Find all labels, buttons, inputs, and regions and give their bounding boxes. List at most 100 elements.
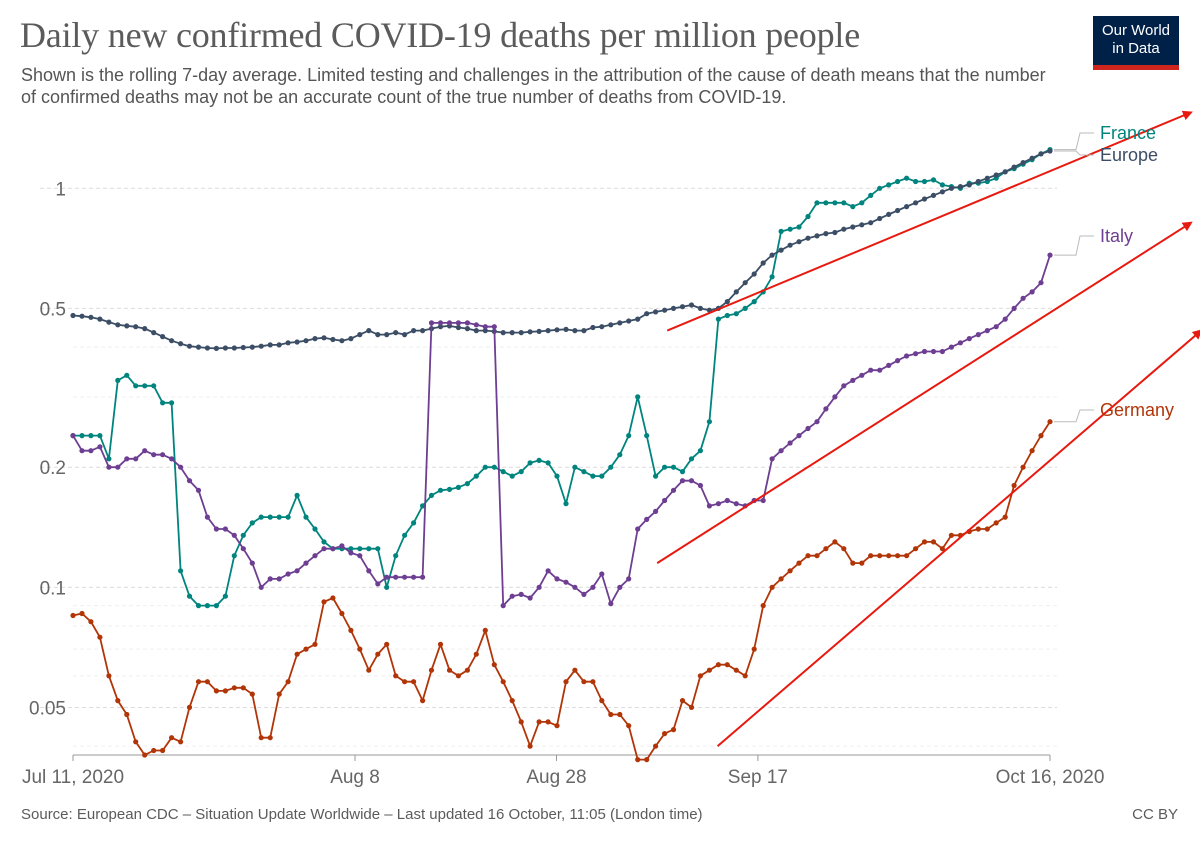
data-point	[249, 691, 255, 697]
source-note[interactable]: Source: European CDC – Situation Update …	[21, 806, 703, 823]
data-point	[321, 546, 327, 552]
data-point	[240, 532, 246, 538]
data-point	[984, 526, 990, 532]
data-point	[921, 178, 928, 185]
data-point	[581, 469, 587, 475]
data-point	[420, 503, 426, 509]
data-point	[1002, 316, 1008, 322]
data-point	[267, 514, 273, 520]
data-point	[850, 224, 856, 230]
data-point	[303, 514, 309, 520]
data-point	[1020, 295, 1026, 301]
data-point	[617, 320, 623, 326]
data-point	[285, 571, 291, 577]
data-point	[850, 204, 856, 210]
data-point	[402, 332, 408, 338]
data-point	[895, 178, 901, 185]
data-point	[276, 691, 282, 697]
data-point	[617, 452, 623, 458]
data-point	[832, 200, 838, 206]
data-point	[742, 673, 748, 679]
data-point	[554, 576, 560, 582]
data-point	[733, 311, 739, 317]
data-point	[411, 679, 417, 685]
data-point	[895, 358, 901, 364]
data-point	[662, 307, 668, 313]
data-point	[975, 332, 981, 338]
our-world-in-data-logo[interactable]: Our World in Data	[1093, 16, 1179, 70]
data-point	[939, 182, 946, 188]
data-point	[106, 464, 112, 470]
license-link[interactable]: CC BY	[1132, 806, 1178, 823]
data-point	[348, 627, 354, 634]
data-point	[88, 619, 94, 625]
data-point	[581, 591, 587, 598]
data-point	[124, 711, 130, 718]
data-point	[169, 735, 175, 741]
data-point	[151, 383, 157, 389]
data-point	[142, 326, 148, 332]
data-point	[240, 546, 246, 552]
series-lines	[70, 147, 1053, 763]
label-connector	[1054, 132, 1094, 151]
x-axis: Jul 11, 2020 Aug 8 Aug 28 Sep 17 Oct 16, 202…	[22, 754, 1104, 788]
data-point	[993, 520, 999, 526]
data-point	[294, 339, 300, 345]
data-point	[384, 332, 390, 338]
x-tick-label: Aug 28	[526, 767, 586, 788]
data-point	[446, 486, 453, 492]
data-point	[617, 711, 623, 718]
data-point	[563, 679, 569, 685]
data-point	[222, 345, 228, 351]
data-point	[339, 338, 345, 344]
data-point	[195, 679, 202, 685]
data-point	[491, 662, 497, 668]
data-point	[868, 553, 874, 559]
data-point	[662, 497, 668, 504]
data-point	[473, 322, 479, 328]
data-point	[160, 400, 166, 406]
logo-line-1: Our World	[1101, 22, 1171, 39]
data-point	[79, 610, 85, 617]
y-tick-label: 0.2	[40, 458, 66, 479]
data-point	[1020, 160, 1026, 166]
data-point	[966, 182, 972, 188]
data-point	[428, 667, 435, 673]
data-point	[796, 560, 802, 566]
data-point	[697, 305, 704, 311]
data-point	[276, 342, 282, 348]
data-point	[88, 433, 94, 439]
data-point	[437, 324, 444, 330]
data-point	[617, 584, 623, 590]
data-point	[455, 673, 461, 679]
data-point	[984, 328, 990, 334]
data-point	[769, 274, 775, 280]
data-point	[97, 433, 103, 439]
data-point	[186, 478, 193, 484]
data-point	[536, 584, 542, 590]
data-point	[482, 627, 488, 634]
data-point	[178, 568, 184, 574]
data-point	[1020, 464, 1026, 470]
data-point	[249, 560, 255, 566]
data-point	[464, 326, 470, 332]
data-point	[366, 667, 372, 673]
data-point	[276, 576, 282, 582]
data-point	[258, 584, 264, 590]
data-point	[312, 641, 318, 647]
data-point	[868, 220, 874, 226]
data-point	[258, 514, 264, 520]
data-point	[948, 532, 955, 538]
series-europe	[70, 148, 1053, 351]
data-point	[948, 344, 955, 350]
data-point	[357, 646, 363, 652]
data-point	[599, 324, 605, 330]
data-point	[751, 299, 757, 305]
data-point	[975, 526, 981, 532]
data-point	[178, 739, 184, 745]
y-tick-label: 1	[55, 179, 66, 200]
data-point	[384, 574, 390, 580]
data-point	[303, 646, 309, 652]
data-point	[939, 189, 946, 195]
